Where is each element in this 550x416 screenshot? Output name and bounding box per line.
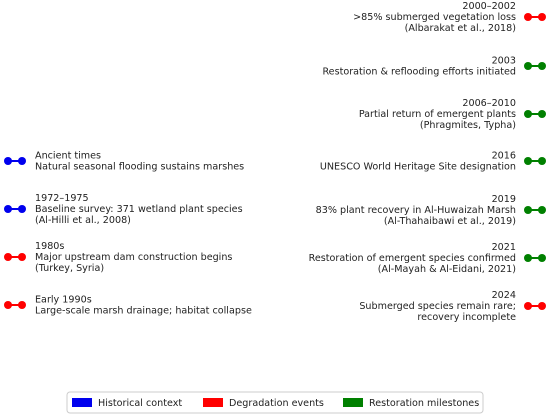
legend-swatch (203, 398, 223, 407)
event-text: Submerged species remain rare; (359, 301, 516, 312)
legend-label: Degradation events (229, 398, 324, 409)
marker (524, 206, 532, 214)
event-text: 83% plant recovery in Al-Huwaizah Marsh (316, 205, 516, 216)
event-text: 1972–1975 (35, 193, 89, 204)
event-text: 2006–2010 (462, 98, 516, 109)
event-text: Major upstream dam construction begins (35, 252, 232, 263)
marker (538, 254, 546, 262)
event-text: Restoration & reflooding efforts initiat… (322, 67, 516, 78)
legend-label: Historical context (98, 398, 182, 409)
event-text: Ancient times (35, 151, 101, 162)
marker (4, 253, 12, 261)
marker (524, 13, 532, 21)
event-text: (Al-Hilli et al., 2008) (35, 215, 131, 226)
marker (4, 157, 12, 165)
event-text: Natural seasonal flooding sustains marsh… (35, 162, 244, 173)
event-text: Baseline survey: 371 wetland plant speci… (35, 204, 243, 215)
legend-swatch (72, 398, 92, 407)
marker (524, 302, 532, 310)
event-text: 2003 (492, 56, 516, 67)
event-text: 2000–2002 (462, 1, 516, 12)
event-text: Large-scale marsh drainage; habitat coll… (35, 306, 252, 317)
event-text: Early 1990s (35, 295, 92, 306)
event-text: 2021 (492, 242, 516, 253)
event-text: recovery incomplete (417, 312, 516, 323)
marker (524, 157, 532, 165)
marker (538, 157, 546, 165)
event-text: (Al-Mayah & Al-Eidani, 2021) (378, 264, 516, 275)
marker (18, 301, 26, 309)
marker (18, 205, 26, 213)
event-text: 1980s (35, 241, 64, 252)
marker (538, 302, 546, 310)
marker (538, 206, 546, 214)
event-text: 2016 (492, 151, 516, 162)
event-text: Partial return of emergent plants (359, 109, 516, 120)
marker (524, 110, 532, 118)
marker (538, 13, 546, 21)
marker (538, 110, 546, 118)
event-text: >85% submerged vegetation loss (353, 12, 516, 23)
marker (524, 62, 532, 70)
marker (18, 253, 26, 261)
event-text: (Turkey, Syria) (35, 263, 104, 274)
event-text: 2024 (492, 290, 516, 301)
marker (18, 157, 26, 165)
event-text: (Phragmites, Typha) (420, 120, 516, 131)
event-text: (Albarakat et al., 2018) (405, 23, 516, 34)
legend-swatch (343, 398, 363, 407)
marker (538, 62, 546, 70)
event-text: (Al-Thahaibawi et al., 2019) (384, 216, 516, 227)
legend-label: Restoration milestones (369, 398, 479, 409)
event-text: UNESCO World Heritage Site designation (320, 162, 516, 173)
legend-box (66, 391, 484, 414)
marker (4, 301, 12, 309)
event-text: Restoration of emergent species confirme… (309, 253, 516, 264)
event-text: 2019 (492, 194, 516, 205)
marker (4, 205, 12, 213)
marker (524, 254, 532, 262)
